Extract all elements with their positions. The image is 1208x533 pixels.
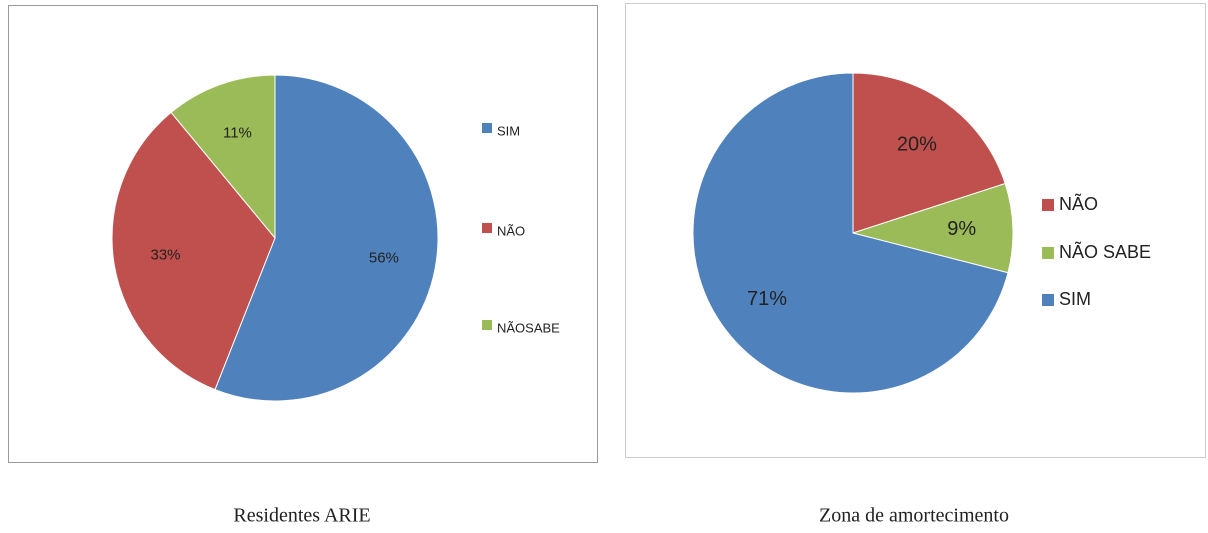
legend-label: SIM [497,123,520,138]
caption: Residentes ARIE [233,505,370,527]
legend-swatch [1042,294,1054,306]
legend-label: SIM [1059,289,1091,309]
legend-label: NÃO [497,223,525,238]
data-label: 9% [947,218,976,240]
data-label: 56% [369,250,399,267]
pie-slice [170,74,276,240]
pie-slice [111,111,276,391]
pie-slice [852,72,1006,234]
legend-swatch [482,320,492,330]
data-label: 11% [223,125,252,142]
data-label: 20% [897,133,937,155]
pie-slice [692,72,1009,394]
pie-slice [851,182,1014,274]
legend-swatch [482,123,492,133]
pie-slice [214,74,439,402]
data-label: 33% [151,246,181,263]
data-label: 71% [747,288,787,310]
caption: Zona de amortecimento [819,505,1009,527]
legend-swatch [1042,199,1054,211]
legend-swatch [1042,247,1054,259]
legend-label: NÃO [1059,193,1098,214]
legend-label: NÃO SABE [1059,241,1151,262]
legend-swatch [482,223,492,233]
legend-label: NÃOSABE [497,320,560,335]
